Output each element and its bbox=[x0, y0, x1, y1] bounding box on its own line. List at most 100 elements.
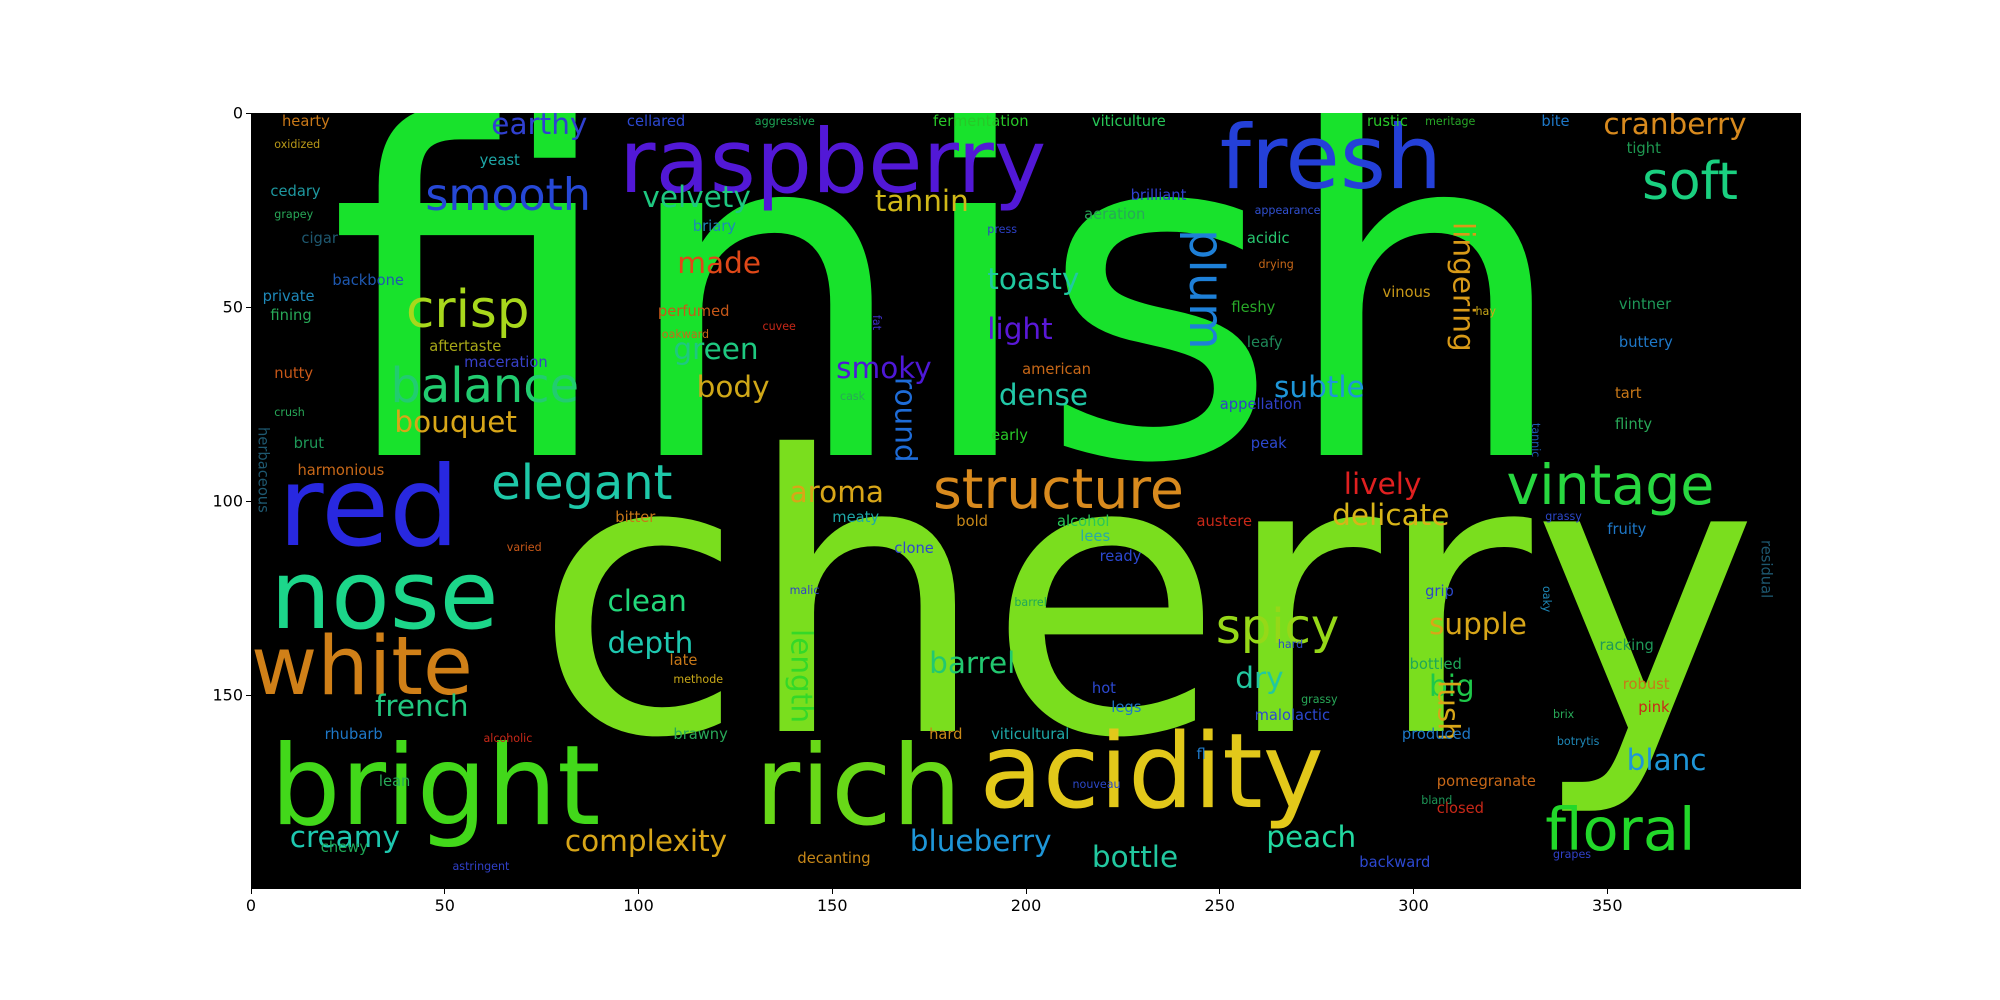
word-velvety: velvety bbox=[642, 180, 751, 215]
word-appellation: appellation bbox=[1219, 396, 1302, 414]
word-barrel: barrel bbox=[1014, 595, 1047, 609]
word-rich: rich bbox=[754, 722, 962, 852]
word-bite: bite bbox=[1541, 113, 1570, 131]
word-crush: crush bbox=[274, 405, 305, 419]
word-supple: supple bbox=[1429, 607, 1527, 641]
word-grip: grip bbox=[1425, 582, 1454, 600]
word-drying: drying bbox=[1258, 258, 1294, 272]
word-tannin: tannin bbox=[874, 184, 969, 219]
word-bitter: bitter bbox=[615, 508, 656, 526]
word-tannic: tannic bbox=[1528, 423, 1542, 458]
word-decanting: decanting bbox=[797, 850, 871, 868]
word-cherry: cherry bbox=[533, 376, 1759, 823]
word-made: made bbox=[677, 246, 761, 281]
word-fleshy: fleshy bbox=[1231, 299, 1276, 317]
word-maceration: maceration bbox=[464, 353, 548, 371]
word-alcoholic: alcoholic bbox=[483, 731, 533, 745]
word-fresh: fresh bbox=[1219, 113, 1443, 209]
word-pomegranate: pomegranate bbox=[1436, 772, 1536, 790]
word-elegant: elegant bbox=[491, 456, 673, 512]
word-bottle: bottle bbox=[1091, 839, 1179, 874]
word-ready: ready bbox=[1099, 547, 1142, 565]
word-astringent: astringent bbox=[452, 859, 510, 873]
word-hay: hay bbox=[1475, 304, 1496, 318]
word-botrytis: botrytis bbox=[1556, 735, 1600, 749]
word-light: light bbox=[987, 312, 1053, 347]
word-herbaceous: herbaceous bbox=[254, 427, 272, 514]
word-bouquet: bouquet bbox=[394, 405, 517, 440]
word-earthy: earthy bbox=[491, 113, 588, 141]
word-harmonious: harmonious bbox=[297, 462, 385, 480]
word-hard: hard bbox=[1277, 638, 1304, 652]
word-vintner: vintner bbox=[1618, 295, 1672, 313]
word-racking: racking bbox=[1599, 636, 1654, 654]
x-tick-label: 300 bbox=[1398, 896, 1429, 915]
word-rustic: rustic bbox=[1367, 113, 1408, 131]
word-nutty: nutty bbox=[274, 365, 314, 383]
word-body: body bbox=[696, 370, 770, 405]
word-big: big bbox=[1429, 669, 1475, 704]
word-meaty: meaty bbox=[832, 508, 880, 526]
word-residual: residual bbox=[1758, 539, 1776, 598]
word-legs: legs bbox=[1111, 699, 1142, 716]
word-plum: plum bbox=[1177, 229, 1233, 351]
word-meritage: meritage bbox=[1425, 114, 1476, 128]
word-flinty: flinty bbox=[1615, 415, 1653, 433]
word-private: private bbox=[262, 287, 315, 305]
word-briary: briary bbox=[692, 217, 736, 235]
x-tick-label: 250 bbox=[1204, 896, 1236, 915]
word-cranberry: cranberry bbox=[1603, 113, 1747, 141]
word-peak: peak bbox=[1250, 435, 1287, 453]
word-bold: bold bbox=[956, 512, 989, 530]
x-tick-mark bbox=[638, 889, 639, 894]
word-hard: hard bbox=[929, 726, 963, 744]
x-tick-mark bbox=[1606, 889, 1608, 894]
word-length: length bbox=[784, 629, 819, 724]
word-nouveau: nouveau bbox=[1072, 778, 1121, 791]
word-methode: methode bbox=[673, 673, 724, 687]
word-lively: lively bbox=[1343, 467, 1422, 502]
word-barrel: barrel bbox=[929, 645, 1016, 680]
word-press: press bbox=[987, 223, 1018, 237]
x-tick-label: 150 bbox=[816, 896, 848, 915]
word-early: early bbox=[991, 427, 1028, 445]
word-structure: structure bbox=[933, 458, 1184, 523]
word-fermentation: fermentation bbox=[933, 113, 1029, 131]
word-oxidized: oxidized bbox=[274, 137, 321, 151]
wordcloud-plot-area: finish cherry raspberry fresh red nose white br… bbox=[251, 113, 1801, 889]
word-subtle: subtle bbox=[1274, 370, 1365, 405]
word-lees: lees bbox=[1080, 528, 1111, 546]
word-floral: floral bbox=[1545, 795, 1696, 865]
word-brilliant: brilliant bbox=[1130, 186, 1187, 204]
word-creamy: creamy bbox=[289, 820, 400, 855]
word-leafy: leafy bbox=[1246, 334, 1283, 352]
word-blanc: blanc bbox=[1626, 742, 1707, 777]
word-acidic: acidic bbox=[1246, 229, 1290, 247]
word-soft: soft bbox=[1642, 152, 1739, 213]
word-acidity: acidity bbox=[979, 712, 1324, 833]
word-spicy: spicy bbox=[1215, 599, 1340, 655]
y-tick-label: 150 bbox=[212, 685, 243, 705]
word-backward: backward bbox=[1359, 854, 1431, 872]
word-brix: brix bbox=[1553, 708, 1575, 722]
word-yeast: yeast bbox=[479, 151, 520, 169]
word-fining: fining bbox=[270, 307, 312, 325]
word-hot: hot bbox=[1091, 679, 1116, 697]
word-rhubarb: rhubarb bbox=[324, 726, 383, 744]
y-tick-mark bbox=[246, 306, 251, 308]
word-toasty: toasty bbox=[987, 261, 1080, 296]
word-closed: closed bbox=[1436, 799, 1484, 817]
word-bland: bland bbox=[1421, 793, 1453, 807]
word-delicate: delicate bbox=[1332, 498, 1450, 533]
word-chewy: chewy bbox=[320, 838, 368, 856]
word-backbone: backbone bbox=[332, 272, 404, 290]
word-crisp: crisp bbox=[406, 280, 530, 341]
word-malolactic: malolactic bbox=[1254, 706, 1331, 724]
word-pink: pink bbox=[1638, 699, 1670, 716]
word-austere: austere bbox=[1196, 512, 1253, 530]
word-vintage: vintage bbox=[1506, 454, 1715, 519]
word-grapey: grapey bbox=[274, 207, 314, 221]
x-tick-label: 100 bbox=[623, 896, 654, 915]
x-tick-label: 0 bbox=[245, 896, 257, 915]
